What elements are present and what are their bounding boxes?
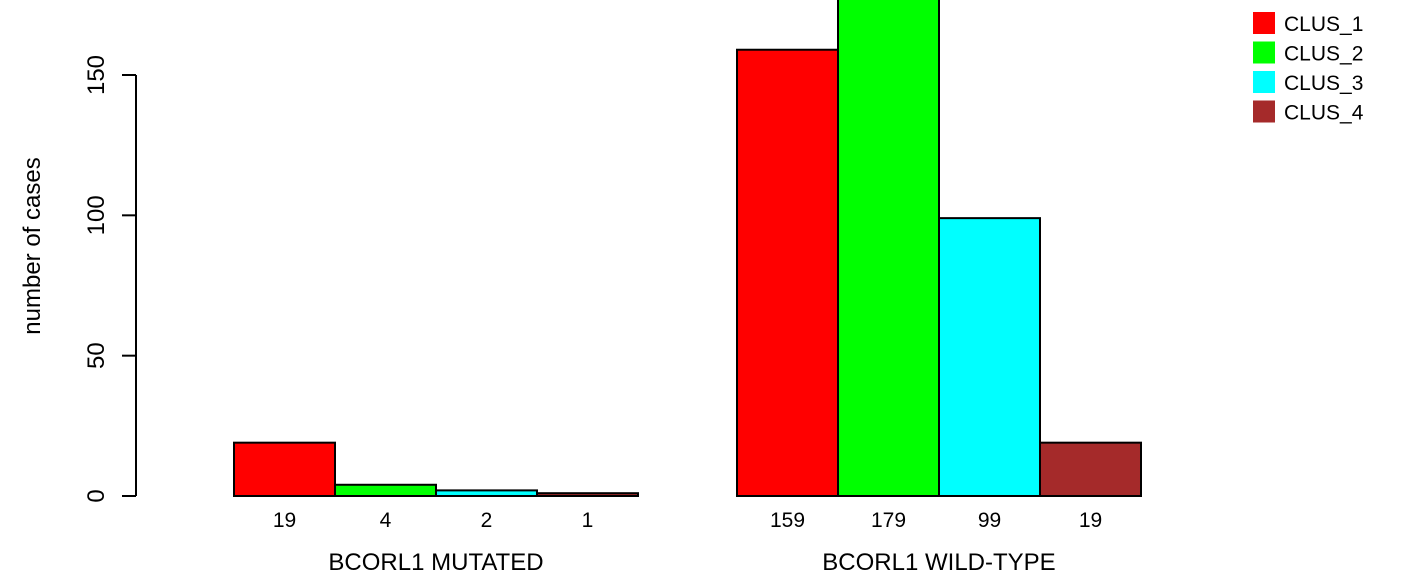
- bar-value-label: 19: [273, 509, 296, 532]
- bar-1-3: [1039, 441, 1142, 497]
- bar-value-label: 1: [582, 509, 594, 532]
- bar-1-2: [938, 217, 1041, 498]
- group-label: BCORL1 MUTATED: [328, 549, 543, 576]
- bar-0-0: [233, 441, 336, 497]
- group-labels: BCORL1 MUTATED BCORL1 WILD-TYPE: [328, 549, 1055, 576]
- y-axis: 0 50 100 150: [83, 55, 137, 503]
- legend-swatch: [1253, 71, 1275, 93]
- legend-label: CLUS_1: [1284, 13, 1363, 36]
- bar-value-label: 179: [871, 509, 906, 532]
- y-tick-label: 100: [83, 195, 110, 235]
- bar-value-label: 2: [481, 509, 493, 532]
- legend-swatch: [1253, 100, 1275, 123]
- bar-value-label: 4: [380, 509, 392, 532]
- group-label: BCORL1 WILD-TYPE: [822, 549, 1055, 576]
- legend-label: CLUS_2: [1284, 43, 1363, 66]
- y-tick-label: 150: [83, 55, 110, 95]
- legend-swatch: [1253, 41, 1275, 64]
- legend: CLUS_1 CLUS_2 CLUS_3 CLUS_4: [1253, 12, 1364, 125]
- bar-value-label: 19: [1079, 509, 1102, 532]
- bar-value-labels: 19 4 2 1 159 179 99 19: [273, 509, 1102, 532]
- bars: [233, 0, 1142, 498]
- bar-1-1: [837, 0, 940, 497]
- legend-label: CLUS_3: [1284, 72, 1363, 95]
- bar-0-1: [334, 483, 437, 497]
- y-tick-label: 50: [83, 342, 110, 369]
- y-tick-label: 0: [83, 489, 110, 502]
- y-axis-label: number of cases: [19, 157, 46, 334]
- bar-1-0: [736, 48, 839, 497]
- bar-0-3: [536, 492, 639, 497]
- legend-label: CLUS_4: [1284, 102, 1364, 125]
- bar-0-2: [435, 489, 538, 497]
- bar-value-label: 99: [978, 509, 1001, 532]
- legend-swatch: [1253, 12, 1275, 34]
- bar-value-label: 159: [770, 509, 805, 532]
